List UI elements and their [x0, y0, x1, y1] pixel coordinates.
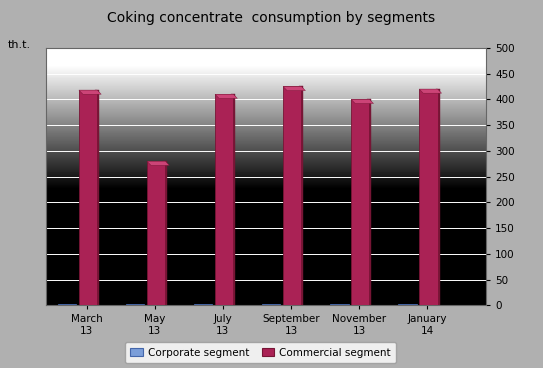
Polygon shape: [79, 90, 101, 94]
Polygon shape: [419, 89, 441, 93]
Bar: [351, 99, 369, 305]
Bar: [95, 90, 99, 305]
Bar: [126, 304, 144, 305]
Polygon shape: [215, 94, 237, 98]
Bar: [262, 304, 281, 305]
Text: Coking concentrate  consumption by segments: Coking concentrate consumption by segmen…: [108, 11, 435, 25]
Bar: [147, 161, 165, 305]
Bar: [283, 86, 301, 305]
Bar: [368, 99, 371, 305]
Bar: [163, 161, 167, 305]
Bar: [231, 94, 235, 305]
Bar: [398, 304, 416, 305]
Polygon shape: [351, 99, 374, 103]
Bar: [330, 304, 349, 305]
Bar: [215, 94, 233, 305]
Polygon shape: [283, 86, 306, 91]
Bar: [299, 86, 304, 305]
Legend: Corporate segment, Commercial segment: Corporate segment, Commercial segment: [125, 342, 396, 363]
Bar: [79, 90, 97, 305]
Bar: [58, 304, 76, 305]
Bar: [194, 304, 212, 305]
Bar: [419, 89, 438, 305]
Bar: [435, 89, 440, 305]
Text: th.t.: th.t.: [8, 40, 31, 50]
Polygon shape: [147, 161, 169, 165]
